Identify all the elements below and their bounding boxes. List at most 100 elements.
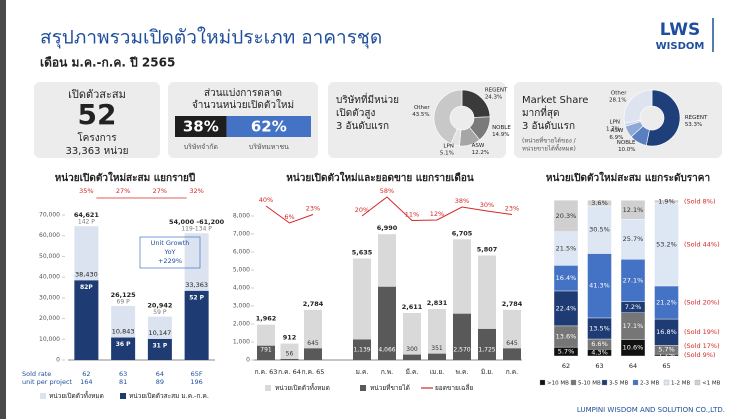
segment-label: 22.4% <box>556 304 577 312</box>
pie-value: 12.2% <box>472 150 489 156</box>
pie-value: 53.3% <box>685 122 702 128</box>
pie-value: 10.0% <box>618 147 635 153</box>
rate-label: 23% <box>505 205 519 213</box>
segment-label: 6.6% <box>591 340 608 348</box>
segment-label: 12.1% <box>623 206 644 214</box>
logo-bottom: WISDOM <box>656 41 705 52</box>
segment-label: 1.2% <box>658 351 675 359</box>
segment-label: 17.1% <box>623 322 644 330</box>
y-tick-label: 7,000 <box>233 231 250 238</box>
sold-note: (Sold 20%) <box>684 298 720 306</box>
card-title: เปิดตัวสูง <box>336 108 375 119</box>
bar-label: 10,147 <box>149 329 172 337</box>
bar-label: 2,611 <box>402 303 423 311</box>
y-tick-label: 70,000 <box>39 212 60 219</box>
bar-label: 1,962 <box>256 315 277 323</box>
row-label: Sold rate <box>22 370 51 378</box>
y-tick-label: 20,000 <box>39 315 60 322</box>
page-subtitle: เดือน ม.ค.-ก.ค. ปี 2565 <box>40 56 175 70</box>
legend-label: <1 MB <box>702 381 721 387</box>
side-stripe <box>0 0 6 419</box>
x-tick-label: มิ.ย. <box>481 368 493 376</box>
x-tick-label: เม.ย. <box>430 368 444 376</box>
card-title: จำนวนหน่วยเปิดตัวใหม่ <box>192 99 294 111</box>
segment-label: 13.6% <box>556 333 577 341</box>
card <box>34 82 160 158</box>
legend-swatch <box>632 379 639 386</box>
y-tick-label: 2,000 <box>233 321 250 328</box>
legend-swatch <box>570 379 577 386</box>
rate-line <box>361 196 513 222</box>
bar-label: 54,000 -61,200 <box>169 218 225 226</box>
pie-value: 43.5% <box>412 112 429 118</box>
card-unit: โครงการ <box>77 131 117 144</box>
bar-label: 2,831 <box>427 299 448 307</box>
bar-segment <box>553 265 579 292</box>
bar <box>304 348 322 360</box>
bar <box>280 358 299 360</box>
pie-name: Other <box>414 105 430 111</box>
bar-label: 791 <box>260 347 272 354</box>
y-tick-label: 30,000 <box>39 294 60 301</box>
chart-title: หน่วยเปิดตัวใหม่และยอดขาย แยกรายเดือน <box>286 171 474 184</box>
x-tick-label: ก.ค. <box>506 368 518 376</box>
card-title: ส่วนแบ่งการตลาด <box>204 88 282 99</box>
bar-segment <box>654 285 679 320</box>
bar-label: 1,139 <box>353 347 370 354</box>
segment-label: 3.6% <box>591 199 608 207</box>
card-title: มากที่สุด <box>522 105 559 119</box>
project-label: 52 P <box>189 294 204 301</box>
legend-swatch <box>360 385 366 391</box>
share-bar <box>226 116 311 137</box>
x-tick-label: 62 <box>562 362 570 370</box>
segment-label: 5.7% <box>658 346 675 354</box>
pie-value: 6.9% <box>609 135 623 141</box>
rate-line <box>265 205 314 224</box>
segment-label: 41.3% <box>589 282 610 290</box>
pie-value: 24.3% <box>485 95 502 101</box>
x-tick-label: ก.ค. 65 <box>302 368 325 376</box>
bar-label: 56 <box>286 350 294 357</box>
bar-label: 10,843 <box>112 328 135 336</box>
legend-label: หน่วยที่ขายได้ <box>370 383 410 392</box>
rate-label: 11% <box>405 211 419 219</box>
sold-note: (Sold 19%) <box>684 328 720 336</box>
legend-swatch <box>120 393 126 399</box>
share-category: บริษัทมหาชน <box>249 143 289 151</box>
pie-name: ASW <box>611 128 624 134</box>
pie-name: NOBLE <box>492 125 511 131</box>
rate-label: 38% <box>455 197 469 205</box>
pie-name: LPN <box>443 143 454 149</box>
annotation-box <box>139 236 201 269</box>
segment-label: 7.2% <box>625 303 642 311</box>
bar-label: 912 <box>283 334 297 342</box>
x-tick-label: 65F <box>191 370 203 378</box>
y-tick-label: 40,000 <box>39 274 60 281</box>
card-title: 3 อันดับแรก <box>336 121 389 132</box>
y-tick-label: 8,000 <box>233 213 250 220</box>
legend-swatch <box>539 379 546 386</box>
bar-segment <box>654 199 679 204</box>
bar <box>503 309 521 360</box>
project-label: 69 P <box>117 298 131 305</box>
bar <box>403 313 421 360</box>
legend-label: หน่วยเปิดตัวทั้งหมด <box>49 391 104 400</box>
x-tick-label: ม.ค. <box>356 368 369 376</box>
x-tick-label: 63 <box>595 362 603 370</box>
bar <box>304 309 322 360</box>
card-title: 3 อันดับแรก <box>522 121 575 132</box>
sold-note: (Sold 8%) <box>684 197 715 205</box>
share-category: บริษัทจำกัด <box>184 143 218 151</box>
pie-slice <box>623 89 653 124</box>
card-subtitle: หน่วยขายได้ทั้งหมด) <box>522 143 576 153</box>
legend-label: หน่วยเปิดตัวสะสม ม.ค.-ก.ค. <box>129 392 209 400</box>
x-tick-label: มี.ค. <box>406 368 419 376</box>
legend-label: ยอดขายเฉลี่ย <box>435 383 473 392</box>
sold-note: (Sold 44%) <box>684 240 720 248</box>
bar-label: 300 <box>406 346 418 353</box>
bar-label: 5,635 <box>352 249 373 257</box>
y-tick-label: 6,000 <box>233 249 250 256</box>
rate-label: 6% <box>284 213 294 221</box>
share-label: 38% <box>183 118 219 136</box>
